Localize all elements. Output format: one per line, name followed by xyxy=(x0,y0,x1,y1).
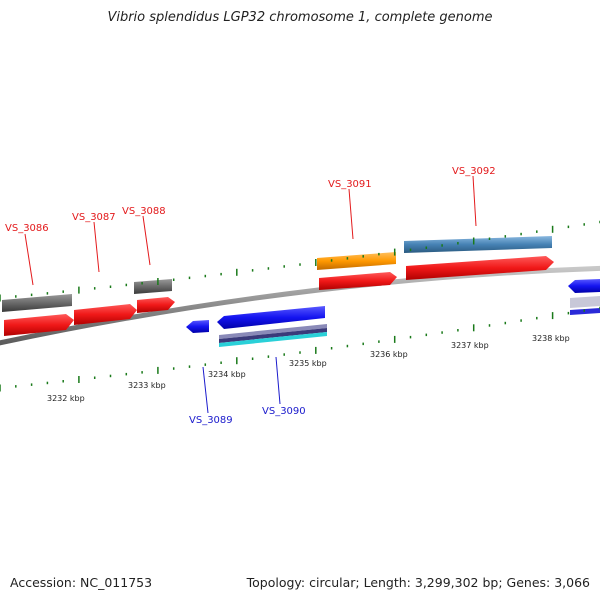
cds-vs3090[interactable] xyxy=(217,306,325,329)
genome-summary-text: Topology: circular; Length: 3,299,302 bp… xyxy=(246,575,590,590)
map-title: Vibrio splendidus LGP32 chromosome 1, co… xyxy=(107,10,493,25)
orange-feature-vs3091[interactable] xyxy=(317,252,396,270)
cds-edge-right-blue-2[interactable] xyxy=(570,308,600,315)
grey-feature-vs3086[interactable] xyxy=(2,294,72,312)
gene-label-vs3088[interactable]: VS_3088 xyxy=(122,206,166,217)
gene-label-vs3092[interactable]: VS_3092 xyxy=(452,166,496,177)
cds-edge-right[interactable] xyxy=(570,296,600,308)
tick-label-3238: 3238 kbp xyxy=(532,334,570,343)
reverse-gene-labels: VS_3089 VS_3090 xyxy=(189,356,306,426)
leader-line-vs3089 xyxy=(202,366,209,414)
leader-line-vs3088 xyxy=(142,215,151,266)
tick-label-3235: 3235 kbp xyxy=(289,359,327,368)
gene-label-vs3090[interactable]: VS_3090 xyxy=(262,406,306,417)
tick-label-3232: 3232 kbp xyxy=(47,394,85,403)
cds-vs3086[interactable] xyxy=(4,314,74,336)
gene-label-vs3087[interactable]: VS_3087 xyxy=(72,212,116,223)
leader-line-vs3091 xyxy=(348,188,354,240)
tick-label-3237: 3237 kbp xyxy=(451,341,489,350)
tick-label-3236: 3236 kbp xyxy=(370,350,408,359)
forward-gene-labels: VS_3086 VS_3087 VS_3088 VS_3091 VS_3092 xyxy=(5,166,496,286)
tick-label-group: 3232 kbp 3233 kbp 3234 kbp 3235 kbp 3236… xyxy=(47,334,570,403)
gene-label-vs3086[interactable]: VS_3086 xyxy=(5,223,49,234)
tick-label-3234: 3234 kbp xyxy=(208,370,246,379)
cds-vs3091[interactable] xyxy=(319,272,397,290)
reverse-feature-vs3090-b[interactable] xyxy=(219,328,327,343)
ticks-forward-ring xyxy=(0,220,600,302)
ticks-reverse-ring xyxy=(0,306,600,392)
cds-vs3089[interactable] xyxy=(186,320,209,333)
leader-line-vs3086 xyxy=(24,233,34,286)
reverse-feature-vs3090-a[interactable] xyxy=(219,324,327,339)
cds-vs3087[interactable] xyxy=(74,304,137,325)
cds-edge-right-blue[interactable] xyxy=(568,279,600,293)
reverse-cds-track xyxy=(186,279,600,333)
tick-label-3233: 3233 kbp xyxy=(128,381,166,390)
leader-line-vs3087 xyxy=(93,221,100,273)
reverse-feature-vs3090-c[interactable] xyxy=(219,332,327,347)
steel-feature-vs3092[interactable] xyxy=(404,236,552,253)
reverse-feature-track xyxy=(219,324,327,347)
leader-line-vs3092 xyxy=(472,175,477,227)
chromosome-backbone xyxy=(0,265,600,346)
accession-text: Accession: NC_011753 xyxy=(10,575,153,590)
cds-vs3092[interactable] xyxy=(406,256,554,280)
leader-line-vs3090 xyxy=(275,356,281,405)
forward-cds-track xyxy=(4,256,600,336)
forward-feature-track xyxy=(2,236,552,312)
gene-label-vs3089[interactable]: VS_3089 xyxy=(189,415,233,426)
grey-feature-vs3088[interactable] xyxy=(134,279,172,294)
gene-label-vs3091[interactable]: VS_3091 xyxy=(328,179,372,190)
cds-vs3088[interactable] xyxy=(137,297,175,313)
